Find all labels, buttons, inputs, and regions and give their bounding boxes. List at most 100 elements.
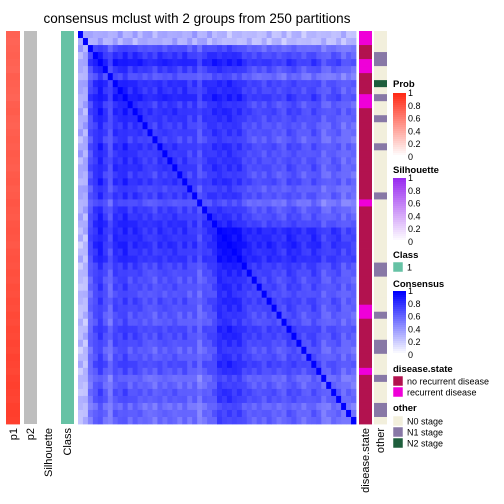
consensus-cell: [192, 339, 198, 348]
consensus-cell: [107, 269, 114, 278]
consensus-cell: [202, 45, 208, 53]
consensus-cell: [316, 59, 322, 67]
consensus-cell: [182, 115, 188, 123]
consensus-cell: [271, 171, 277, 179]
consensus-cell: [296, 304, 302, 313]
consensus-cell: [152, 45, 158, 53]
consensus-cell: [182, 276, 188, 285]
consensus-cell: [236, 150, 243, 158]
consensus-cell: [157, 108, 163, 116]
consensus-gradient-step: [393, 291, 406, 294]
consensus-cell: [326, 248, 332, 256]
consensus-cell: [82, 255, 89, 263]
consensus-cell: [212, 66, 218, 74]
consensus-cell: [301, 192, 307, 200]
other-cell: [374, 248, 387, 256]
consensus-cell: [291, 360, 297, 369]
p1-cell: [6, 101, 20, 109]
consensus-cell: [321, 45, 327, 53]
consensus-cell: [152, 115, 158, 123]
consensus-cell: [296, 234, 302, 242]
consensus-cell: [251, 31, 258, 39]
consensus-cell: [112, 234, 119, 242]
consensus-cell: [301, 94, 307, 102]
consensus-cell: [172, 325, 178, 334]
consensus-cell: [142, 402, 148, 411]
consensus-cell: [276, 332, 282, 341]
row-annotations: [359, 31, 387, 425]
consensus-cell: [122, 297, 129, 306]
consensus-cell: [316, 332, 322, 341]
consensus-cell: [241, 381, 248, 390]
consensus-cell: [182, 311, 188, 320]
consensus-cell: [326, 206, 332, 214]
prob-gradient-step: [393, 123, 406, 126]
consensus-cell: [217, 402, 223, 411]
consensus-cell: [207, 122, 213, 130]
consensus-cell: [78, 374, 84, 383]
consensus-cell: [192, 80, 198, 88]
consensus-cell: [306, 45, 312, 53]
consensus-cell: [157, 241, 163, 249]
consensus-cell: [107, 283, 114, 292]
consensus-cell: [296, 416, 302, 425]
consensus-cell: [286, 402, 292, 411]
consensus-gradient-step: [393, 305, 406, 308]
consensus-cell: [97, 199, 104, 207]
consensus-cell: [236, 269, 243, 278]
consensus-cell: [261, 234, 268, 242]
consensus-cell: [112, 143, 119, 151]
consensus-cell: [241, 150, 248, 158]
consensus-cell: [256, 318, 263, 327]
consensus-cell: [147, 136, 153, 144]
consensus-cell: [192, 283, 198, 292]
consensus-cell: [112, 416, 119, 425]
consensus-cell: [102, 59, 109, 67]
consensus-cell: [321, 171, 327, 179]
p1-cell: [6, 31, 20, 39]
consensus-cell: [147, 269, 153, 278]
consensus-cell: [87, 374, 94, 383]
other-cell: [374, 213, 387, 221]
consensus-cell: [331, 227, 337, 235]
consensus-cell: [187, 367, 193, 376]
consensus-cell: [266, 192, 272, 200]
consensus-cell: [271, 94, 277, 102]
consensus-cell: [117, 227, 124, 235]
consensus-cell: [226, 269, 233, 278]
consensus-cell: [182, 381, 188, 390]
consensus-cell: [152, 248, 158, 256]
consensus-cell: [226, 416, 233, 425]
consensus-cell: [326, 108, 332, 116]
consensus-cell: [221, 248, 228, 256]
consensus-cell: [256, 346, 263, 355]
consensus-cell: [172, 192, 178, 200]
other-cell: [374, 325, 387, 334]
consensus-cell: [251, 108, 258, 116]
consensus-cell: [221, 381, 228, 390]
consensus-cell: [162, 381, 168, 390]
consensus-cell: [97, 297, 104, 306]
consensus-cell: [132, 150, 138, 158]
consensus-cell: [226, 395, 233, 404]
consensus-cell: [187, 164, 193, 172]
consensus-cell: [306, 388, 312, 397]
consensus-cell: [102, 227, 109, 235]
prob-gradient-step: [393, 113, 406, 116]
consensus-cell: [271, 31, 277, 39]
consensus-cell: [251, 360, 258, 369]
consensus-cell: [187, 185, 193, 193]
consensus-cell: [212, 192, 218, 200]
consensus-cell: [336, 346, 342, 355]
consensus-cell: [231, 234, 238, 242]
consensus-cell: [132, 374, 138, 383]
consensus-cell: [182, 157, 188, 165]
consensus-cell: [212, 325, 218, 334]
consensus-cell: [197, 80, 203, 88]
consensus-cell: [147, 353, 153, 362]
consensus-cell: [207, 388, 213, 397]
consensus-gradient-step: [393, 341, 406, 344]
consensus-cell: [197, 311, 203, 320]
consensus-cell: [266, 381, 272, 390]
consensus-cell: [207, 164, 213, 172]
